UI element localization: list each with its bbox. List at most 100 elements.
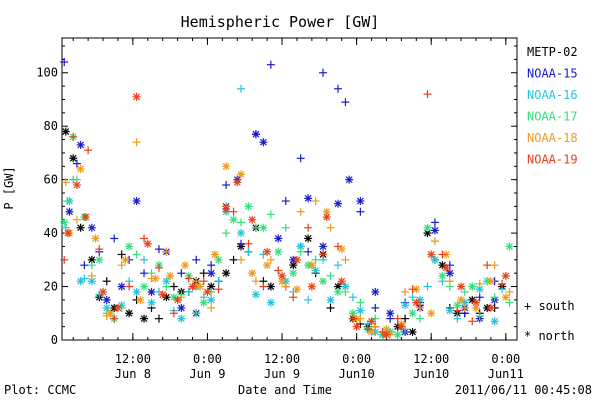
north-star-marker [248,215,257,224]
north-star-marker [274,234,283,243]
north-star-marker [173,295,182,304]
x-tick-label-date: Jun10 [413,367,449,381]
south-plus-marker [207,303,216,312]
north-star-marker [72,180,81,189]
south-plus-marker [84,146,93,155]
north-star-marker [259,223,268,232]
north-star-marker [251,290,260,299]
south-plus-marker [490,293,499,302]
south-plus-marker [63,197,72,206]
north-star-marker [471,298,480,307]
south-plus-marker [490,261,499,270]
x-tick-label-date: Jun11 [488,367,524,381]
south-plus-marker [281,197,290,206]
south-plus-marker [266,210,275,219]
x-tick-label-time: 0:00 [342,352,371,366]
y-tick-label: 40 [44,226,58,240]
north-star-marker [121,255,130,264]
north-star-marker [457,295,466,304]
north-star-marker [76,140,85,149]
north-star-marker [304,234,313,243]
north-star-marker [169,293,178,302]
marker-key-entry: * north [524,329,575,343]
north-star-marker [199,298,208,307]
north-star-marker [397,322,406,331]
north-star-marker [322,213,331,222]
south-plus-marker [192,309,201,318]
south-plus-marker [445,277,454,286]
north-star-marker [289,269,298,278]
north-star-marker [457,282,466,291]
south-plus-marker [80,261,89,270]
north-star-marker [229,215,238,224]
north-star-marker [337,277,346,286]
north-star-marker [445,269,454,278]
north-star-marker [166,271,175,280]
south-plus-marker [229,255,238,264]
south-plus-marker [184,274,193,283]
south-plus-marker [341,98,350,107]
north-star-marker [222,205,231,214]
south-plus-marker [371,303,380,312]
north-star-marker [337,245,346,254]
north-star-marker [132,287,141,296]
south-plus-marker [177,269,186,278]
plot-frame [61,37,518,341]
south-plus-marker [430,237,439,246]
south-plus-marker [296,154,305,163]
north-star-marker [207,269,216,278]
north-star-marker [296,242,305,251]
north-star-marker [61,127,70,136]
footer-credit: Plot: CCMC [4,383,76,397]
north-star-marker [367,317,376,326]
north-star-marker [140,282,149,291]
south-plus-marker [237,239,246,248]
north-star-marker [356,197,365,206]
north-star-marker [222,162,231,171]
south-plus-marker [326,271,335,280]
north-star-marker [292,255,301,264]
south-plus-marker [117,250,126,259]
south-plus-marker [251,223,260,232]
north-star-marker [486,303,495,312]
footer-timestamp: 2011/06/11 00:45:08 [455,383,592,397]
data-markers [60,58,514,339]
north-star-marker [195,282,204,291]
south-plus-marker [438,250,447,259]
south-plus-marker [110,314,119,323]
south-plus-marker [326,303,335,312]
south-plus-marker [423,282,432,291]
north-star-marker [505,242,514,251]
x-tick-label-time: 12:00 [413,352,449,366]
north-star-marker [87,223,96,232]
north-star-marker [136,295,145,304]
north-star-marker [132,92,141,101]
x-tick-label-time: 12:00 [115,352,151,366]
north-star-marker [69,154,78,163]
south-plus-marker [237,255,246,264]
north-star-marker [326,295,335,304]
south-plus-marker [214,277,223,286]
north-star-marker [259,138,268,147]
north-star-marker [125,242,134,251]
south-plus-marker [304,247,313,256]
south-plus-marker [311,197,320,206]
north-star-marker [151,274,160,283]
north-star-marker [60,218,69,227]
north-star-marker [207,282,216,291]
north-star-marker [386,309,395,318]
south-plus-marker [274,266,283,275]
y-tick-label: 100 [36,66,58,80]
north-star-marker [181,261,190,270]
south-plus-marker [132,250,141,259]
south-plus-marker [192,277,201,286]
north-star-marker [501,271,510,280]
north-star-marker [430,226,439,235]
north-star-marker [445,306,454,315]
south-plus-marker [222,229,231,238]
south-plus-marker [244,247,253,256]
south-plus-marker [498,279,507,288]
legend-entry: NOAA-16 [527,88,578,102]
south-plus-marker [214,285,223,294]
north-star-marker [117,282,126,291]
